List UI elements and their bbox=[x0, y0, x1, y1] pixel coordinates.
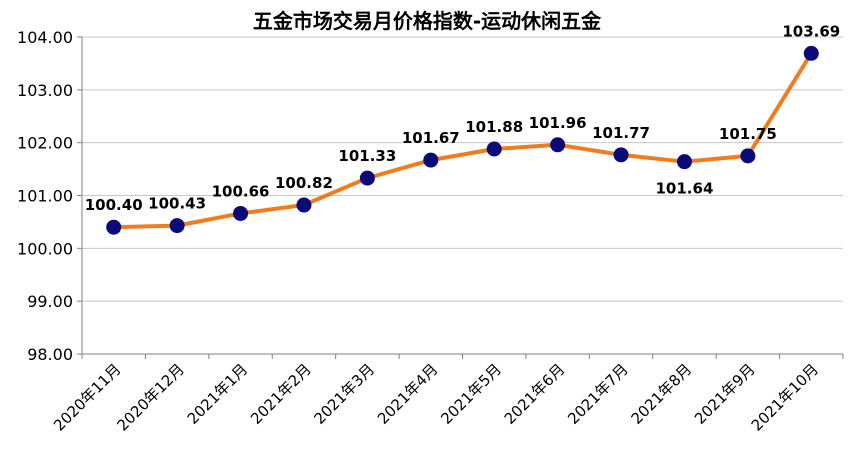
x-tick-label: 2021年8月 bbox=[628, 360, 696, 428]
data-point bbox=[550, 137, 566, 153]
data-point bbox=[359, 170, 375, 186]
data-labels: 100.40 100.43 100.66 100.82 101.33 101.67 101.… bbox=[85, 22, 840, 214]
data-label: 101.88 bbox=[465, 118, 523, 136]
data-label: 101.67 bbox=[402, 129, 460, 147]
axes bbox=[77, 36, 844, 359]
y-tick-label: 101.00 bbox=[17, 187, 73, 206]
data-point bbox=[676, 154, 692, 170]
data-label: 101.75 bbox=[719, 125, 777, 143]
data-label: 101.96 bbox=[529, 114, 587, 132]
data-label: 100.40 bbox=[85, 196, 143, 214]
series-line bbox=[111, 51, 814, 230]
y-tick-label: 99.00 bbox=[27, 292, 73, 311]
gridlines bbox=[82, 36, 843, 302]
data-label: 101.77 bbox=[592, 124, 650, 142]
data-label: 100.66 bbox=[212, 182, 270, 200]
data-point bbox=[169, 218, 185, 234]
data-point bbox=[233, 205, 249, 221]
data-label: 101.64 bbox=[656, 180, 714, 198]
x-tick-label: 2021年6月 bbox=[501, 360, 569, 428]
data-point bbox=[803, 45, 819, 61]
data-label: 100.82 bbox=[275, 174, 333, 192]
y-tick-label: 98.00 bbox=[27, 345, 73, 364]
x-tick-label: 2021年1月 bbox=[184, 360, 252, 428]
data-point bbox=[613, 147, 629, 163]
data-point bbox=[740, 148, 756, 164]
data-point bbox=[486, 141, 502, 157]
x-tick-label: 2021年7月 bbox=[564, 360, 632, 428]
x-tick-label: 2021年2月 bbox=[247, 360, 315, 428]
x-tick-label: 2020年12月 bbox=[114, 360, 188, 434]
data-point bbox=[296, 197, 312, 213]
x-tick-label: 2021年9月 bbox=[691, 360, 759, 428]
chart-title: 五金市场交易月价格指数-运动休闲五金 bbox=[253, 9, 602, 33]
x-tick-label: 2021年3月 bbox=[311, 360, 379, 428]
data-point bbox=[423, 152, 439, 168]
x-tick-label: 2021年5月 bbox=[437, 360, 505, 428]
data-label: 101.33 bbox=[338, 147, 396, 165]
y-tick-label: 104.00 bbox=[17, 28, 73, 47]
x-tick-label: 2021年4月 bbox=[374, 360, 442, 428]
y-tick-label: 102.00 bbox=[17, 134, 73, 153]
x-axis-ticks: 2020年11月2020年12月2021年1月2021年2月2021年3月202… bbox=[50, 360, 822, 434]
x-tick-label: 2021年10月 bbox=[748, 360, 822, 434]
data-point bbox=[106, 219, 122, 235]
series bbox=[106, 45, 819, 235]
x-tick-label: 2020年11月 bbox=[50, 360, 124, 434]
data-label: 103.69 bbox=[782, 22, 840, 40]
y-tick-label: 103.00 bbox=[17, 81, 73, 100]
data-label: 100.43 bbox=[148, 195, 206, 213]
y-axis-ticks: 98.00 99.00 100.00 101.00 102.00 103.00 104.00 bbox=[17, 28, 73, 364]
y-tick-label: 100.00 bbox=[17, 239, 73, 258]
